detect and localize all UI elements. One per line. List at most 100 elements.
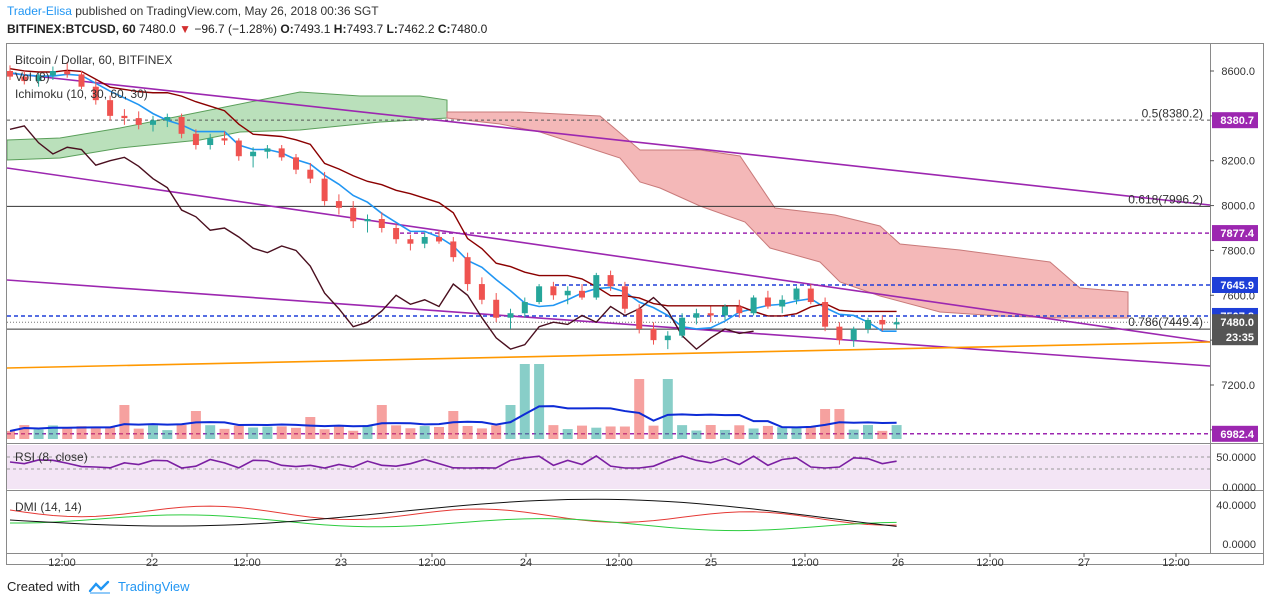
volume-bar xyxy=(391,425,402,439)
legend-ichimoku: Ichimoku (10, 30, 60, 30) xyxy=(15,87,148,101)
candle-body xyxy=(307,169,314,179)
price-tag-box xyxy=(1212,276,1258,293)
candle-body xyxy=(378,219,385,228)
candle-body xyxy=(250,151,257,157)
volume-bar xyxy=(105,427,116,439)
volume-bar xyxy=(76,426,87,439)
open-label: O: xyxy=(280,22,294,36)
bull-cloud xyxy=(7,91,448,161)
volume-bar xyxy=(262,426,273,439)
volume-bar xyxy=(762,425,773,439)
candle-body xyxy=(850,328,857,341)
chart-background xyxy=(7,44,1264,554)
chikou-line xyxy=(9,125,754,351)
candle-body xyxy=(221,138,228,141)
volume-bar xyxy=(548,425,559,439)
indicator-tick-label: 40.0000 xyxy=(1216,500,1256,512)
volume-bar xyxy=(891,425,902,439)
candle-body xyxy=(822,302,829,327)
candle-body xyxy=(550,286,557,296)
trend-channel xyxy=(7,72,1210,369)
volume-bar xyxy=(720,429,730,439)
candle-body xyxy=(121,115,128,119)
time-axis[interactable]: 12:00 22 12:00 23 12:00 24 12:00 25 12:00 26 12:00… xyxy=(48,553,1190,569)
candle-body xyxy=(879,319,886,325)
candle-body xyxy=(779,299,786,307)
indicator-tick-label: 0.0000 xyxy=(1222,539,1256,551)
price-tag-box xyxy=(1212,314,1258,331)
time-tick-label: 12:00 xyxy=(791,557,819,569)
down-arrow-icon: ▼ xyxy=(179,22,191,36)
volume-bar xyxy=(677,425,688,439)
candle-body xyxy=(722,306,728,316)
candle-body xyxy=(207,138,214,146)
candle-body xyxy=(707,313,714,316)
candle-body xyxy=(493,299,500,318)
candlesticks xyxy=(7,62,900,350)
channel-upper-line xyxy=(7,72,1210,206)
volume-bar xyxy=(734,425,745,439)
legend-volume: Vol (8) xyxy=(15,70,50,84)
volume-bar xyxy=(777,427,788,439)
volume-bar xyxy=(619,426,630,439)
author-link[interactable]: Trader-Elisa xyxy=(7,4,72,18)
channel-lower-line xyxy=(7,279,1210,367)
quote-line: BITFINEX:BTCUSD, 60 7480.0 ▼ −96.7 (−1.2… xyxy=(7,22,487,36)
fib-label: 0.786(7449.4) xyxy=(1128,315,1203,329)
volume-bar xyxy=(476,428,487,439)
price-tick-label: 7200.0 xyxy=(1221,380,1255,392)
candle-body xyxy=(192,133,199,146)
volume-bar xyxy=(276,426,287,439)
volume-bar xyxy=(519,364,530,439)
indicator-tick-label: 50.0000 xyxy=(1216,452,1256,464)
price-tag-box xyxy=(1212,425,1258,442)
volume-bar xyxy=(748,428,759,439)
price-tag-label: 8380.7 xyxy=(1220,115,1254,127)
volume-bar xyxy=(233,425,244,439)
candle-body xyxy=(865,319,871,329)
volume-bar xyxy=(405,428,416,439)
published-text: published on TradingView.com, May 26, 20… xyxy=(71,4,379,18)
volume-bar xyxy=(634,379,645,439)
volume-bar xyxy=(534,364,545,439)
candle-body xyxy=(893,322,900,325)
candle-body xyxy=(636,308,643,329)
time-tick-label: 23 xyxy=(335,557,347,569)
created-with-label: Created with xyxy=(7,579,80,594)
volume-bar xyxy=(333,425,344,439)
volume-ma-line xyxy=(9,405,897,432)
tradingview-brand-link[interactable]: TradingView xyxy=(117,579,190,594)
volume-bar xyxy=(248,427,259,439)
candle-body xyxy=(278,148,285,158)
volume-bar xyxy=(376,405,387,439)
candle-body xyxy=(807,288,814,303)
candle-body xyxy=(650,328,657,341)
legend: Bitcoin / Dollar, 60, BITFINEX Vol (8) I… xyxy=(15,53,172,514)
indicator-tick-label: 0.0000 xyxy=(1222,482,1256,494)
volume-bar xyxy=(791,426,802,439)
legend-title: Bitcoin / Dollar, 60, BITFINEX xyxy=(15,53,172,67)
price-tag-box xyxy=(1212,225,1258,242)
time-tick-label: 12:00 xyxy=(48,557,76,569)
volume-bar xyxy=(877,430,888,439)
fib-label: 0.5(8380.2) xyxy=(1142,106,1203,120)
dmi-plus-line xyxy=(9,514,897,532)
time-tick-label: 12:00 xyxy=(233,557,261,569)
volume-bar xyxy=(162,430,173,439)
candle-body xyxy=(107,100,114,116)
price-tick-label: 8200.0 xyxy=(1221,156,1255,168)
price-tag: 23:35 xyxy=(1212,329,1258,346)
candle-body xyxy=(793,288,800,300)
chart-frame[interactable] xyxy=(6,43,1264,565)
candle-body xyxy=(664,335,671,341)
volume-bar xyxy=(834,409,845,439)
volume-bar xyxy=(805,426,816,439)
fib-label: 0.618(7996.2) xyxy=(1128,192,1203,206)
fib-labels: 0.5(8380.2) 0.618(7996.2) 0.786(7449.4) xyxy=(1128,106,1203,329)
volume-bar xyxy=(848,429,859,439)
time-tick-label: 24 xyxy=(520,557,532,569)
price-tag-box xyxy=(1212,329,1258,346)
volume-bar xyxy=(462,425,473,439)
price-tick-label: 8000.0 xyxy=(1221,201,1255,213)
